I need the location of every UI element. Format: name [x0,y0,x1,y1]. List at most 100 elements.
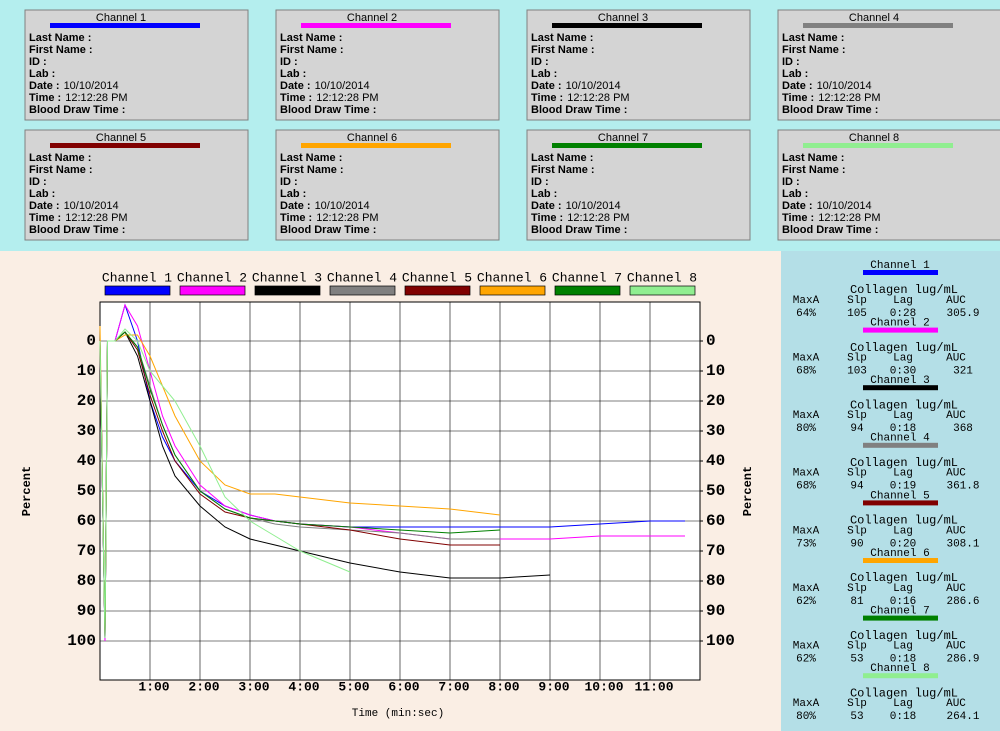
info-box [275,129,500,241]
y2-tick-label: 20 [706,392,725,410]
summary-value: 368 [953,423,973,435]
summary-value: 105 [847,308,867,320]
field-value: 12:12:28 PM [818,212,880,224]
summary-header: Lag [893,410,913,422]
field-label: Lab : [531,188,557,200]
field-label: Blood Draw Time : [29,104,125,116]
channel-color-bar [803,23,953,28]
field-label: Date : [782,80,813,92]
summary-channel: Channel 7 [870,606,929,618]
legend-swatch [329,285,396,296]
y-tick-label: 30 [77,422,96,440]
summary-header: Slp [847,583,867,595]
field-label: Date : [782,200,813,212]
summary-header: AUC [946,295,966,307]
field-label: Time : [782,212,814,224]
info-box [777,9,1000,121]
summary-header: MaxA [793,295,820,307]
legend-label: Channel 5 [402,270,472,285]
field-label: ID : [531,176,549,188]
field-label: Lab : [280,188,306,200]
channel-color-bar [863,558,938,563]
field-label: ID : [280,56,298,68]
summary-header: Lag [893,525,913,537]
field-label: Time : [531,92,563,104]
summary-channel: Channel 4 [870,433,930,445]
y-axis-label: Percent [20,466,34,516]
x-axis-label: Time (min:sec) [352,708,444,720]
y2-tick-label: 90 [706,602,725,620]
field-label: Blood Draw Time : [280,104,376,116]
info-box [526,9,751,121]
channel-color-bar [863,327,938,333]
field-label: First Name : [531,44,595,56]
summary-agonist: Collagen lug/mL [850,283,958,297]
summary-value: 0:18 [890,423,916,435]
field-value: 12:12:28 PM [65,92,127,104]
y2-axis-label: Percent [741,466,755,516]
field-label: Lab : [280,68,306,80]
field-label: First Name : [29,164,93,176]
field-label: Date : [280,80,311,92]
summary-value: 264.1 [946,711,979,723]
summary-value: 53 [850,711,863,723]
summary-value: 94 [850,423,864,435]
summary-header: Lag [893,295,913,307]
channel-color-bar [863,385,938,391]
summary-agonist: Collagen lug/mL [850,686,958,700]
summary-header: AUC [946,410,966,422]
field-label: First Name : [29,44,93,56]
summary-header: AUC [946,583,966,595]
y-tick-label: 50 [77,482,96,500]
summary-channel: Channel 8 [870,663,929,675]
summary-value: 53 [850,654,863,666]
summary-value: 81 [850,596,864,608]
info-box-title: Channel 7 [598,132,648,144]
y2-tick-label: 50 [706,482,725,500]
y2-tick-label: 10 [706,362,725,380]
field-label: Date : [29,80,60,92]
field-label: First Name : [280,44,344,56]
summary-header: MaxA [793,525,820,537]
field-label: Lab : [531,68,557,80]
field-label: Time : [29,92,61,104]
summary-value: 286.9 [946,654,979,666]
field-label: Date : [531,80,562,92]
summary-value: 0:18 [890,654,916,666]
channel-color-bar [552,23,702,28]
field-label: ID : [531,56,549,68]
y-tick-label: 90 [77,602,96,620]
field-label: Blood Draw Time : [531,224,627,236]
summary-header: MaxA [793,583,820,595]
channel-color-bar [863,442,938,448]
field-label: Blood Draw Time : [782,104,878,116]
summary-header: MaxA [793,353,820,365]
summary-header: AUC [946,525,966,537]
x-tick-label: 6:00 [388,679,419,694]
field-label: ID : [280,176,298,188]
summary-header: Slp [847,353,867,365]
y-tick-label: 60 [77,512,96,530]
summary-header: AUC [946,641,966,653]
field-label: Last Name : [280,152,342,164]
summary-value: 308.1 [946,538,979,550]
field-value: 10/10/2014 [315,80,370,92]
summary-value: 0:16 [890,596,916,608]
summary-header: AUC [946,353,966,365]
field-label: Last Name : [29,32,91,44]
summary-header: Slp [847,410,867,422]
x-tick-label: 8:00 [488,679,519,694]
field-label: Last Name : [531,152,593,164]
summary-channel: Channel 1 [870,260,930,272]
field-value: 12:12:28 PM [316,212,378,224]
channel-color-bar [301,143,451,148]
summary-value: 305.9 [946,308,979,320]
summary-channel: Channel 6 [870,548,929,560]
field-label: Time : [782,92,814,104]
x-tick-label: 11:00 [634,679,673,694]
channel-color-bar [863,615,938,621]
info-box [275,9,500,121]
info-box-title: Channel 4 [849,12,899,24]
channel-color-bar [863,500,938,506]
